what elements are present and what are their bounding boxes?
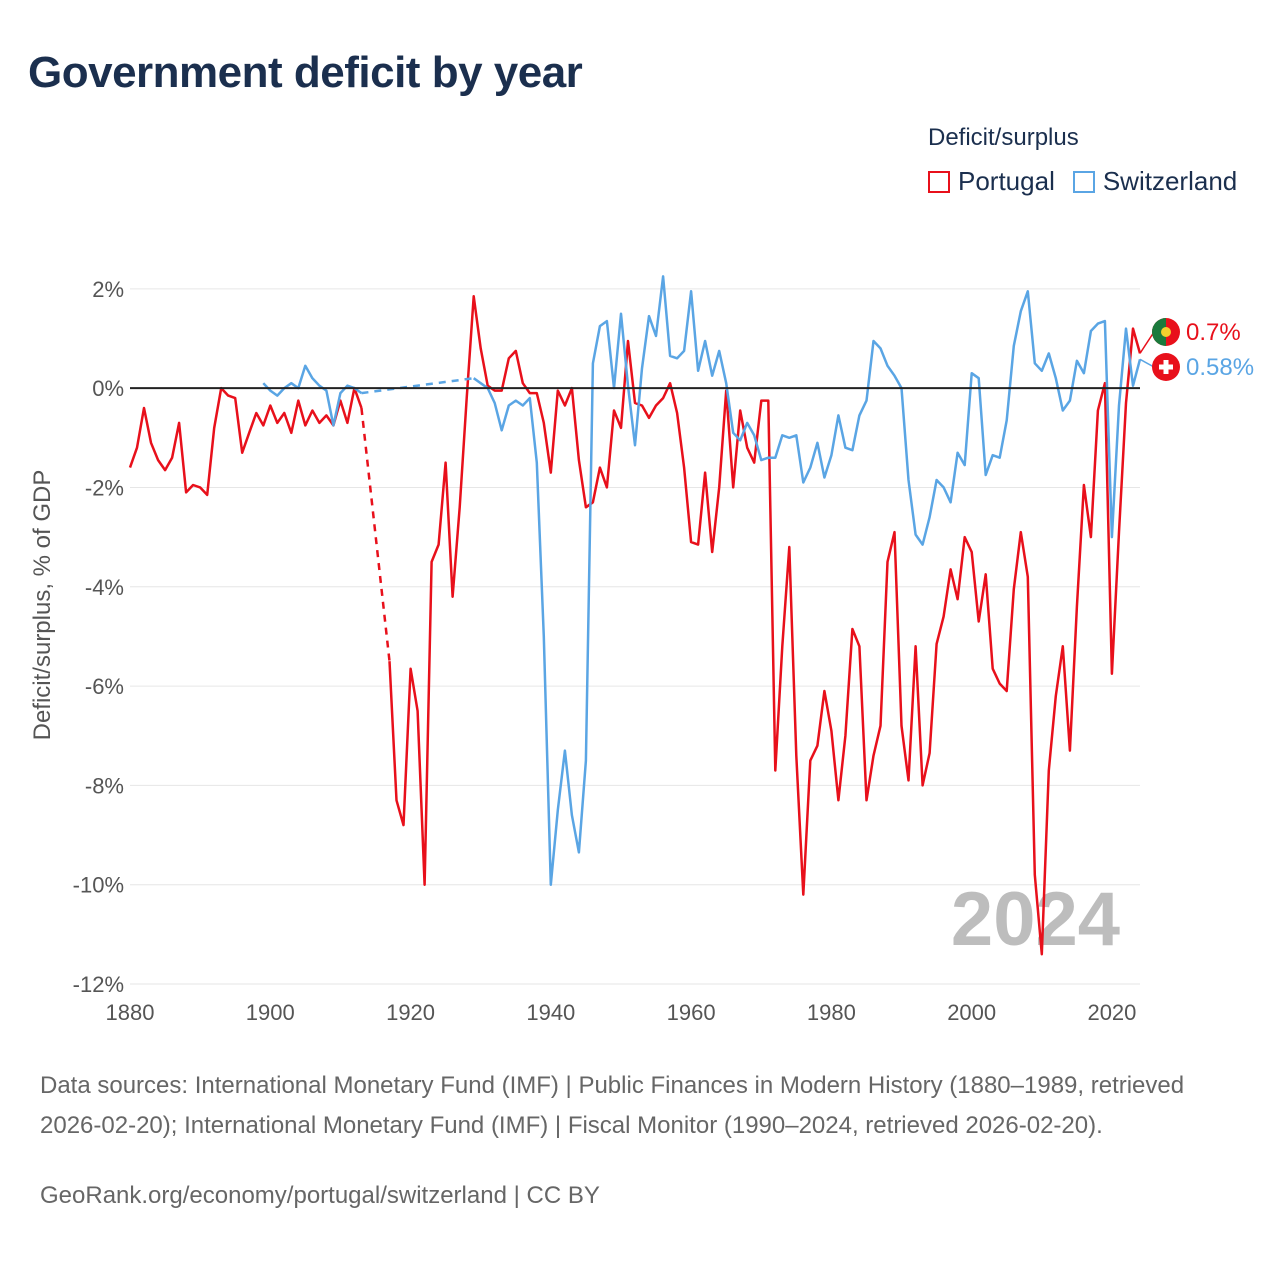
y-tick-label: 0% [92, 376, 124, 401]
legend-swatch-switzerland [1072, 170, 1095, 193]
switzerland-gap-dashed [361, 376, 474, 395]
end-labels: 0.7% 0.58% [1139, 318, 1254, 381]
y-tick-label: -2% [85, 475, 124, 500]
x-tick-label: 1880 [106, 1000, 155, 1025]
legend-label-portugal: Portugal [958, 166, 1055, 196]
y-tick-label: -10% [73, 873, 124, 898]
legend-title: Deficit/surplus [928, 124, 1079, 151]
portugal-end-label: 0.7% [1186, 319, 1241, 346]
x-tick-label: 2000 [947, 1000, 996, 1025]
chart-title: Government deficit by year [28, 48, 583, 97]
portugal-flag-emblem [1161, 327, 1171, 337]
portugal-flag-green [1152, 318, 1166, 346]
data-sources: Data sources: International Monetary Fun… [40, 1072, 1185, 1139]
y-axis-ticks: 2% 0% -2% -4% -6% -8% -10% -12% [73, 277, 124, 997]
x-tick-label: 1960 [667, 1000, 716, 1025]
switzerland-line[interactable] [472, 275, 1142, 886]
legend-swatch-portugal [928, 170, 950, 193]
y-tick-label: -12% [73, 972, 124, 997]
switzerland-line[interactable] [262, 364, 363, 427]
portugal-end-connector [1139, 331, 1155, 354]
legend-item-switzerland[interactable]: Switzerland [1072, 166, 1238, 197]
series-lines [128, 275, 1142, 956]
switzerland-end-label: 0.58% [1186, 354, 1254, 381]
y-tick-label: -4% [85, 575, 124, 600]
portugal-line[interactable] [388, 295, 1142, 956]
y-tick-label: 2% [92, 277, 124, 302]
y-axis-label: Deficit/surplus, % of GDP [29, 470, 56, 741]
line-chart: 2% 0% -2% -4% -6% -8% -10% -12% 1880 1900 1920 194… [29, 275, 1254, 1025]
swiss-cross-v [1163, 360, 1169, 374]
legend-item-portugal[interactable]: Portugal [928, 166, 1055, 197]
x-tick-label: 1940 [526, 1000, 575, 1025]
x-tick-label: 1900 [246, 1000, 295, 1025]
legend: Portugal Switzerland [928, 166, 1237, 197]
x-tick-label: 2020 [1087, 1000, 1136, 1025]
legend-label-switzerland: Switzerland [1102, 166, 1238, 196]
y-tick-label: -6% [85, 674, 124, 699]
x-tick-label: 1920 [386, 1000, 435, 1025]
credit-link[interactable]: GeoRank.org/economy/portugal/switzerland… [40, 1182, 600, 1209]
x-tick-label: 1980 [807, 1000, 856, 1025]
portugal-gap-dashed [360, 407, 391, 662]
y-tick-label: -8% [85, 773, 124, 798]
x-axis-ticks: 1880 1900 1920 1940 1960 1980 2000 2020 [106, 1000, 1137, 1025]
portugal-line[interactable] [128, 386, 363, 497]
switzerland-end-connector [1139, 358, 1155, 368]
